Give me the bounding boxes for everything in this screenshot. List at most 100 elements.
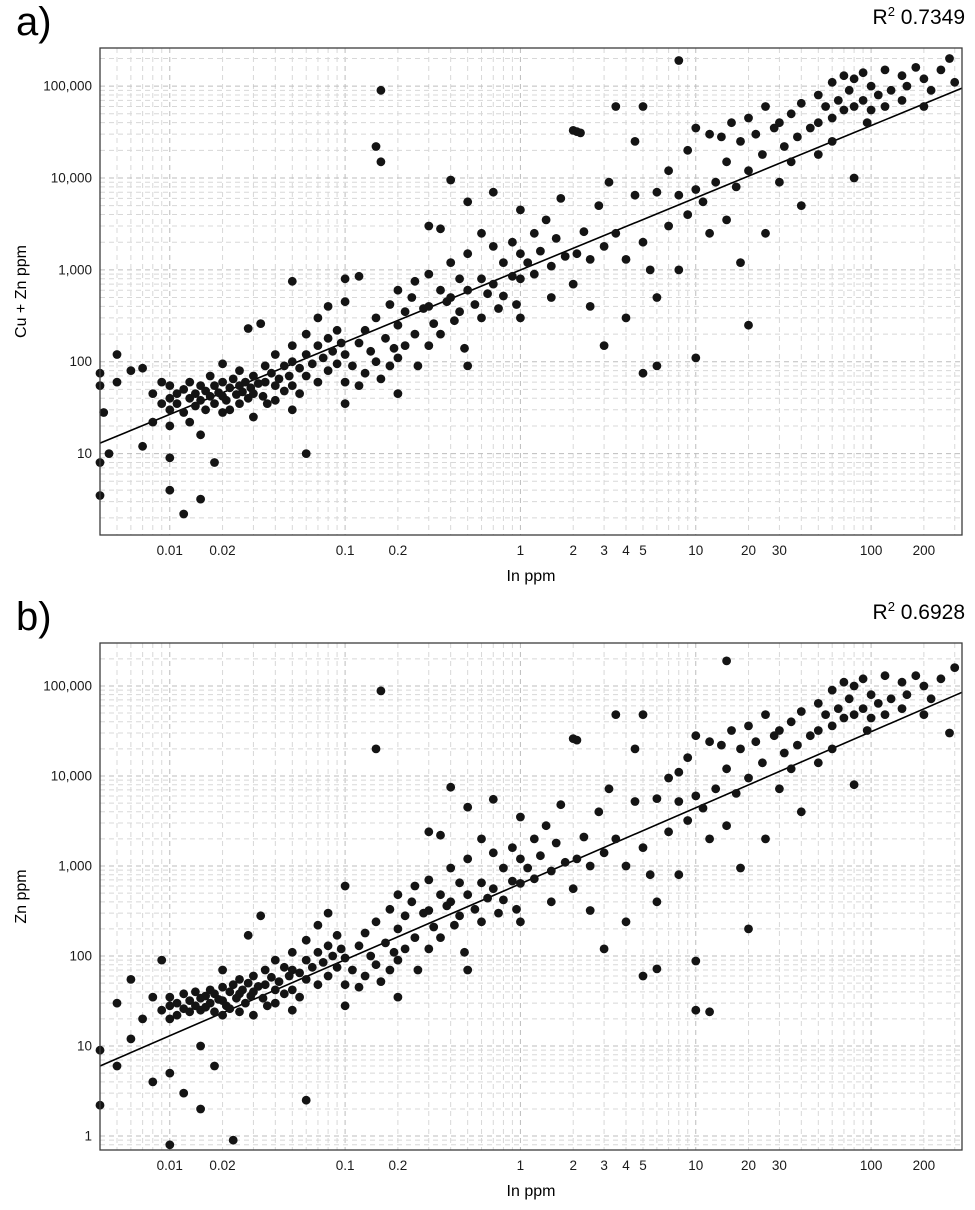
scatter-point [179,385,189,394]
scatter-point [599,944,609,954]
scatter-point [424,341,434,350]
scatter-point [827,744,837,754]
scatter-point [556,800,566,810]
r2-symbol: R [872,601,888,624]
scatter-point [683,816,693,825]
scatter-point [385,300,395,309]
scatter-point [323,302,333,311]
scatter-point [410,276,420,286]
scatter-point [455,274,464,284]
scatter-point [731,182,741,192]
y-tick-label: 10,000 [51,768,92,783]
scatter-point [645,870,655,880]
scatter-point [463,854,473,864]
scatter-point [722,157,731,167]
scatter-point [683,210,693,220]
scatter-point [862,726,872,735]
scatter-point [340,1001,350,1011]
scatter-point [126,1034,136,1044]
scatter-point [516,879,525,888]
scatter-point [295,968,304,978]
scatter-point [407,897,417,907]
scatter-point [611,102,621,111]
scatter-point [572,249,582,259]
scatter-point [833,96,843,105]
scatter-point [295,992,304,1002]
x-tick-label: 20 [741,1158,756,1173]
scatter-point [858,674,868,684]
scatter-point [683,753,693,762]
scatter-point [235,366,244,375]
scatter-chart-a: 0.01 0.02 0.1 0.2 1 2 3 4 5 10 20 30 100 200 10 100 1,00… [13,47,963,585]
scatter-point [450,920,459,930]
scatter-point [424,827,434,837]
scatter-point [218,1010,228,1020]
scatter-point [172,1010,182,1020]
scatter-point [698,197,708,207]
scatter-point [731,789,741,798]
scatter-point [945,728,954,738]
scatter-point [185,1007,195,1017]
x-tick-label: 2 [569,543,577,558]
scatter-point [849,710,859,719]
scatter-point [455,911,464,921]
scatter-point [488,848,498,858]
scatter-point [238,387,247,397]
scatter-point [313,920,323,930]
scatter-point [873,699,883,708]
scatter-point [410,881,420,891]
scatter-point [323,971,333,981]
scatter-point [827,113,837,123]
scatter-point [862,118,872,128]
scatter-point [717,740,726,750]
scatter-point [664,773,673,783]
scatter-point [546,866,556,876]
scatter-point [228,374,238,384]
scatter-point [210,399,219,408]
scatter-point [594,201,604,211]
scatter-point [446,293,456,302]
scatter-point [512,300,521,309]
scatter-point [599,341,609,350]
scatter-point [218,982,228,992]
y-tick-label: 1 [84,1129,92,1144]
scatter-point [477,228,486,238]
scatter-point [599,242,609,251]
scatter-point [604,784,614,794]
scatter-point [287,341,297,350]
scatter-point [221,395,231,405]
scatter-point [717,132,726,142]
scatter-point [112,350,122,359]
scatter-point [256,911,266,921]
x-tick-label: 0.01 [157,1158,183,1173]
scatter-point [796,807,806,817]
x-tick-label: 4 [622,1158,630,1173]
scatter-point [165,405,175,415]
scatter-point [950,77,960,87]
scatter-point [225,987,235,997]
scatter-point [366,346,376,356]
scatter-point [148,1077,158,1087]
scatter-point [897,677,907,687]
scatter-point [376,977,386,986]
y-tick-label: 10 [77,446,92,461]
scatter-point [354,941,364,951]
scatter-point [638,971,648,981]
scatter-point [711,784,721,794]
scatter-point [529,269,539,279]
scatter-point [585,255,595,264]
scatter-point [744,924,753,934]
scatter-point [376,157,386,167]
scatter-point [508,876,517,886]
scatter-point [652,964,662,974]
scatter-point [775,784,784,794]
scatter-point [279,386,289,396]
scatter-point [243,930,253,940]
scatter-point [165,1001,175,1011]
scatter-point [241,377,250,387]
scatter-point [371,917,381,927]
scatter-point [413,965,423,975]
scatter-point [594,807,604,817]
scatter-point [576,128,585,138]
scatter-point [157,377,167,387]
